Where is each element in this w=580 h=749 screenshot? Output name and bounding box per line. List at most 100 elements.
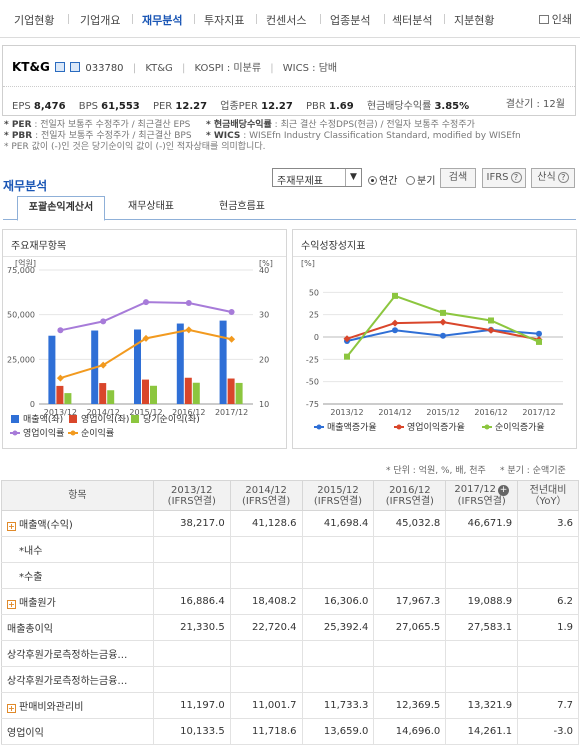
tab-financial-analysis[interactable]: 재무분석 [142, 14, 183, 27]
line-point [143, 299, 149, 306]
col-header-year: 2013/12 (IFRS연결) [152, 480, 231, 511]
print-button[interactable]: 인쇄 [538, 11, 572, 27]
expand-icon[interactable]: + [7, 522, 16, 531]
divider: | [132, 63, 137, 74]
row-label-text: 영업이익 [7, 728, 44, 739]
table-cell: 16,886.4 [152, 588, 231, 615]
tab-shareholding[interactable]: 지분현황 [454, 14, 495, 27]
table-cell [517, 640, 579, 667]
metric-label: BPS [78, 101, 98, 112]
row-label: *수출 [1, 562, 154, 589]
tab-cash-flow[interactable]: 현금흐름표 [219, 201, 265, 212]
top-nav: 기업현황 기업개요 재무분석 투자지표 컨센서스 업종분석 섹터분석 지분현황 … [0, 0, 580, 38]
tab-investment-indicators[interactable]: 투자지표 [204, 14, 245, 27]
y-axis-label: [억원] [15, 258, 36, 268]
metric-value: 12.27 [261, 101, 293, 112]
row-label-text: 판매비와관리비 [19, 702, 84, 713]
table-cell: 41,128.6 [229, 510, 303, 537]
table-cell [152, 536, 231, 563]
statement-select[interactable]: 주재무제표 ▼ [272, 168, 362, 187]
ifrs-help-button[interactable]: IFRS? [482, 168, 526, 188]
bar-1 [219, 320, 227, 404]
x-tick-label: 2013/12 [330, 408, 363, 417]
tab-balance-sheet[interactable]: 재무상태표 [128, 201, 174, 212]
row-label-text: 매출원가 [19, 598, 56, 609]
row-label: 상각후원가로측정하는금융… [1, 640, 154, 667]
row-label-text: 매출액(수익) [19, 520, 73, 531]
table-cell: 27,583.1 [445, 614, 519, 641]
table-row: 상각후원가로측정하는금융… [1, 666, 579, 693]
x-tick-label: 2015/12 [129, 408, 162, 417]
legend-label: 매출액(좌) [23, 413, 63, 425]
x-tick-label: 2017/12 [522, 408, 555, 417]
radio-quarter-label: 분기 [417, 176, 436, 187]
legend-swatch [131, 415, 139, 423]
bar-1 [176, 323, 184, 404]
tab-consensus[interactable]: 컨센서스 [266, 14, 307, 27]
y2-tick-label: 10 [259, 400, 269, 409]
table-row: *수출 [1, 562, 579, 589]
wics-class: WICS : 담배 [282, 63, 338, 74]
add-column-icon[interactable]: + [497, 485, 509, 496]
radio-selected-icon [368, 176, 377, 185]
table-row: 영업이익 10,133.5 11,718.6 13,659.0 14,696.0 14,2… [1, 718, 579, 745]
home-icon[interactable] [55, 62, 65, 72]
row-label-text: *수출 [19, 572, 43, 583]
search-button[interactable]: 검색 [440, 168, 476, 188]
table-row: 상각후원가로측정하는금융… [1, 640, 579, 667]
row-label[interactable]: + 매출액(수익) [1, 510, 154, 537]
nav-divider [132, 14, 133, 24]
table-cell [445, 666, 519, 693]
line-point [56, 374, 64, 382]
tab-income-statement[interactable]: 포괄손익계산서 [17, 196, 105, 221]
metric-value: 8,476 [33, 101, 66, 112]
x-tick-label: 2013/12 [44, 408, 77, 417]
table-cell [373, 562, 447, 589]
radio-quarter[interactable]: 분기 [406, 172, 435, 187]
note-key: * 현금배당수익률 [206, 120, 272, 130]
nav-divider [256, 14, 257, 24]
table-cell: 3.6 [517, 510, 579, 537]
row-label: 매출총이익 [1, 614, 154, 641]
row-label: 상각후원가로측정하는금융… [1, 666, 154, 693]
table-row: + 매출액(수익) 38,217.0 41,128.6 41,698.4 45,032.8… [1, 510, 579, 537]
tab-industry-analysis[interactable]: 업종분석 [330, 14, 371, 27]
chevron-down-icon: ▼ [345, 169, 361, 186]
favorite-icon[interactable] [70, 62, 81, 72]
expand-icon[interactable]: + [7, 600, 16, 609]
formula-help-button[interactable]: 산식? [531, 168, 575, 188]
expand-icon[interactable]: + [7, 704, 16, 713]
company-info-box: KT&G 033780 | KT&G | KOSPI : 미분류 | WICS … [2, 45, 576, 116]
legend-swatch [70, 430, 76, 436]
tab-company-overview[interactable]: 기업개요 [80, 14, 121, 27]
legend-swatch [69, 415, 77, 423]
line-point [100, 318, 107, 325]
tab-company-status[interactable]: 기업현황 [14, 14, 55, 27]
legend-label: 매출액증가율 [327, 421, 377, 433]
note-text: : 전일자 보통주 수정주가 / 최근결산 BPS [32, 131, 192, 141]
series-line [60, 301, 232, 332]
row-label[interactable]: + 판매비와관리비 [1, 692, 154, 719]
bar-3 [235, 382, 243, 404]
table-cell [229, 562, 303, 589]
y2-axis-label: [%] [259, 259, 273, 268]
radio-annual[interactable]: 연간 [368, 172, 397, 187]
company-short-name: KT&G [145, 63, 173, 74]
tab-sector-analysis[interactable]: 섹터분석 [392, 14, 433, 27]
bar-2 [184, 377, 192, 404]
legend-swatch [484, 424, 490, 430]
nav-divider [384, 14, 385, 24]
y-tick-label: 25 [309, 311, 319, 320]
table-cell: 21,330.5 [152, 614, 231, 641]
legend-swatch [12, 430, 18, 436]
col-header-label: 2015/12 [317, 484, 359, 496]
note-key: * WICS [206, 131, 241, 141]
bar-3 [192, 382, 200, 404]
table-cell [152, 640, 231, 667]
row-label[interactable]: + 매출원가 [1, 588, 154, 615]
table-cell [373, 536, 447, 563]
table-cell: 11,733.3 [301, 692, 375, 719]
nav-divider [68, 14, 69, 24]
y-tick-label: 0 [314, 333, 319, 342]
legend-label: 영업이익률 [23, 427, 64, 439]
